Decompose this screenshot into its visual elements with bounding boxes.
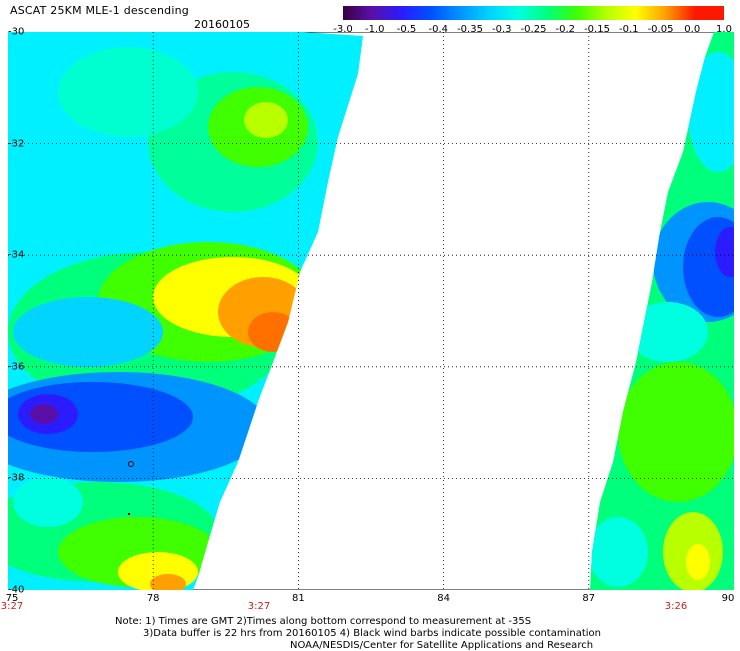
swath-map (8, 32, 734, 590)
time-label-left: 3:27 (0, 601, 24, 612)
latitude-label: -36 (8, 361, 25, 373)
colorbar-segment (489, 6, 519, 20)
colorbar-label: -0.5 (396, 24, 417, 35)
longitude-label: 87 (582, 593, 596, 604)
colorbar-segment (548, 6, 578, 20)
colorbar-label: -0.4 (428, 24, 449, 35)
longitude-label: 84 (437, 593, 450, 604)
note-line-2: 3)Data buffer is 22 hrs from 20160105 4)… (143, 628, 601, 639)
colorbar-label: -0.35 (457, 24, 483, 35)
longitude-label: 81 (292, 593, 305, 604)
longitude-label: 75 (5, 593, 19, 604)
latitude-label: -38 (8, 472, 25, 484)
colorbar-label: -0.25 (520, 24, 547, 35)
colorbar-segment (694, 6, 725, 20)
longitude-label: 78 (146, 593, 160, 604)
colorbar-segment (430, 6, 461, 20)
latitude-label: -32 (8, 138, 25, 150)
colorbar-label: -0.1 (618, 24, 639, 35)
wind-barb-markers (128, 461, 134, 515)
latitude-label: -30 (8, 26, 25, 38)
colorbar-segment (372, 6, 402, 20)
colorbar-segment (606, 6, 637, 20)
colorbar-label: -0.3 (491, 24, 512, 35)
colorbar-label: 0.0 (684, 24, 701, 35)
chart-title: ASCAT 25KM MLE-1 descending (10, 4, 189, 17)
time-label-center: 3:27 (247, 601, 271, 612)
graticule (8, 32, 734, 590)
colorbar-label: -0.05 (647, 24, 674, 35)
colorbar (343, 6, 725, 20)
colorbar-segment (401, 6, 431, 20)
latitude-label: -40 (8, 584, 25, 596)
colorbar-segment (665, 6, 695, 20)
longitude-label: 90 (721, 593, 735, 604)
colorbar-segment (343, 6, 373, 20)
colorbar-label: -3.0 (333, 24, 353, 35)
colorbar-label: -1.0 (364, 24, 385, 35)
colorbar-segment (518, 6, 549, 20)
colorbar-segment (577, 6, 607, 20)
latitude-label: -34 (8, 249, 25, 261)
colorbar-label: 1.0 (716, 24, 732, 35)
colorbar-segment (460, 6, 490, 20)
colorbar-segment (636, 6, 666, 20)
colorbar-label: -0.15 (584, 24, 610, 35)
time-label-right: 3:26 (664, 601, 688, 612)
note-line-1: Note: 1) Times are GMT 2)Times along bot… (115, 616, 532, 627)
date-label: 20160105 (194, 18, 250, 31)
note-line-3: NOAA/NESDIS/Center for Satellite Applica… (290, 640, 594, 651)
colorbar-label: -0.2 (555, 24, 576, 35)
